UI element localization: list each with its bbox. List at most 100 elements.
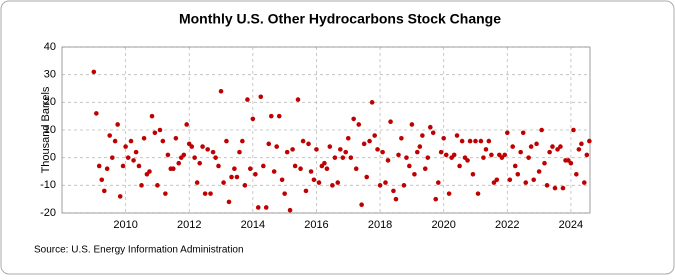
point — [194, 180, 200, 185]
point — [197, 160, 203, 166]
x-tick-label: 2016 — [304, 219, 328, 231]
point — [353, 166, 359, 172]
point — [391, 188, 396, 194]
point — [94, 111, 99, 116]
x-tick-label: 2012 — [177, 219, 201, 231]
point — [401, 183, 407, 188]
x-tick-label: 2014 — [241, 219, 265, 231]
point — [133, 149, 139, 155]
point — [306, 141, 311, 147]
point — [189, 144, 195, 149]
point — [139, 183, 144, 188]
point — [314, 147, 319, 152]
point — [528, 144, 534, 149]
point — [412, 171, 417, 177]
point — [327, 144, 333, 149]
point — [555, 147, 560, 152]
point — [489, 152, 494, 158]
point — [547, 149, 552, 155]
point — [171, 166, 176, 172]
point — [102, 188, 107, 194]
point — [486, 138, 492, 144]
point — [224, 138, 229, 144]
point — [380, 149, 385, 155]
point — [454, 133, 460, 138]
point — [417, 144, 423, 149]
point — [324, 166, 330, 172]
point — [356, 122, 362, 127]
point — [523, 180, 529, 185]
point — [409, 122, 415, 127]
point — [534, 141, 539, 147]
point — [443, 152, 449, 158]
point — [298, 166, 303, 172]
point — [263, 205, 269, 210]
x-tick-label: 2024 — [559, 219, 583, 231]
point — [372, 133, 377, 138]
point — [478, 138, 484, 144]
point — [316, 180, 322, 185]
point — [435, 180, 441, 185]
point — [255, 205, 261, 210]
x-tick-label: 2010 — [113, 219, 137, 231]
point — [404, 155, 409, 160]
point — [364, 174, 370, 180]
point — [425, 155, 431, 160]
point — [208, 191, 213, 196]
point — [467, 138, 473, 144]
point — [205, 147, 210, 152]
point — [470, 171, 476, 177]
point — [475, 191, 481, 196]
point — [131, 158, 136, 163]
point — [539, 127, 544, 133]
y-tick-label: 0 — [50, 152, 56, 164]
point — [136, 163, 142, 169]
point — [351, 116, 356, 122]
point — [210, 149, 216, 155]
point — [361, 141, 367, 147]
point — [377, 183, 383, 188]
point — [181, 152, 187, 158]
point — [359, 202, 364, 207]
point — [343, 149, 349, 155]
point — [552, 185, 558, 191]
point — [128, 138, 134, 144]
point — [163, 191, 168, 196]
point — [192, 155, 197, 160]
point — [430, 130, 436, 136]
point — [520, 130, 526, 136]
point — [258, 94, 264, 100]
point — [510, 144, 516, 149]
point — [109, 155, 115, 160]
point — [282, 191, 287, 196]
point — [340, 155, 346, 160]
x-tick-label: 2022 — [495, 219, 519, 231]
point — [558, 144, 563, 149]
point — [115, 122, 120, 127]
point — [544, 183, 550, 188]
point — [112, 138, 118, 144]
point — [399, 136, 404, 141]
source-note: Source: U.S. Energy Information Administ… — [34, 245, 244, 256]
point — [287, 207, 293, 213]
point — [446, 191, 452, 196]
point — [414, 149, 420, 155]
point — [505, 130, 510, 136]
point — [173, 136, 179, 141]
point — [483, 147, 489, 152]
point — [369, 100, 375, 105]
point — [149, 113, 155, 119]
point — [250, 116, 256, 122]
point — [165, 152, 171, 158]
point — [345, 136, 351, 141]
point — [274, 144, 279, 149]
point — [221, 180, 226, 185]
point — [91, 69, 97, 75]
point — [388, 119, 393, 124]
point — [587, 138, 592, 144]
point — [393, 196, 399, 202]
point — [335, 180, 341, 185]
y-tick-label: 40 — [44, 41, 56, 53]
